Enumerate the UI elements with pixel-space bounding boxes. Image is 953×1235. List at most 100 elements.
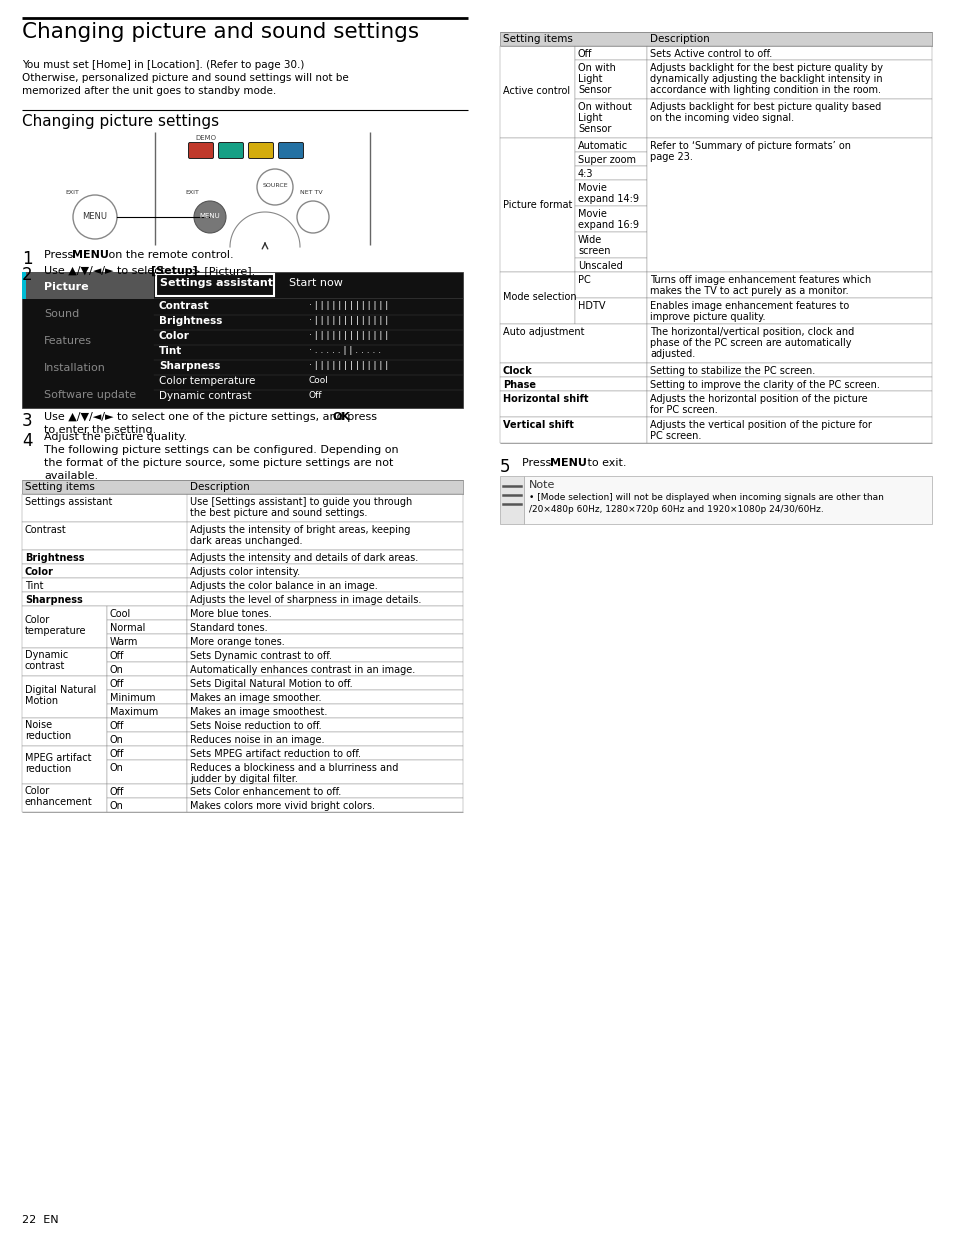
- Text: MPEG artifact: MPEG artifact: [25, 753, 91, 763]
- Text: 22  EN: 22 EN: [22, 1215, 58, 1225]
- Text: DEMO: DEMO: [194, 135, 215, 141]
- Text: Otherwise, personalized picture and sound settings will not be: Otherwise, personalized picture and soun…: [22, 73, 349, 83]
- Text: the format of the picture source, some picture settings are not: the format of the picture source, some p…: [44, 458, 393, 468]
- Bar: [499, 377, 646, 391]
- Bar: [107, 760, 187, 784]
- Text: Off: Off: [110, 721, 124, 731]
- Bar: [187, 676, 462, 690]
- Text: accordance with lighting condition in the room.: accordance with lighting condition in th…: [649, 85, 880, 95]
- Text: for PC screen.: for PC screen.: [649, 405, 717, 415]
- Text: Off: Off: [110, 748, 124, 760]
- Bar: [575, 165, 646, 180]
- Bar: [107, 732, 187, 746]
- Bar: [107, 662, 187, 676]
- Bar: [107, 620, 187, 634]
- Text: Use [Settings assistant] to guide you through: Use [Settings assistant] to guide you th…: [190, 496, 412, 508]
- Text: Tint: Tint: [25, 580, 44, 592]
- Bar: [646, 324, 931, 363]
- Text: reduction: reduction: [25, 764, 71, 774]
- Text: Sensor: Sensor: [578, 124, 611, 135]
- Text: 4: 4: [22, 432, 32, 450]
- Text: enhancement: enhancement: [25, 797, 92, 806]
- Text: Vertical shift: Vertical shift: [502, 420, 574, 430]
- Text: Settings assistant: Settings assistant: [160, 278, 273, 288]
- Text: improve picture quality.: improve picture quality.: [649, 312, 764, 322]
- Bar: [187, 732, 462, 746]
- Text: Picture: Picture: [44, 282, 89, 291]
- Bar: [107, 718, 187, 732]
- Text: Cool: Cool: [309, 375, 329, 385]
- Text: 5: 5: [499, 458, 510, 475]
- Text: Tint: Tint: [159, 346, 182, 356]
- Text: Adjusts backlight for best picture quality based: Adjusts backlight for best picture quali…: [649, 103, 881, 112]
- Bar: [22, 550, 462, 564]
- Text: Installation: Installation: [44, 363, 106, 373]
- Text: Description: Description: [649, 35, 709, 44]
- Text: /20×480p 60Hz, 1280×720p 60Hz and 1920×1080p 24/30/60Hz.: /20×480p 60Hz, 1280×720p 60Hz and 1920×1…: [529, 505, 822, 514]
- Text: The horizontal/vertical position, clock and: The horizontal/vertical position, clock …: [649, 327, 853, 337]
- Bar: [107, 648, 187, 662]
- Text: Adjusts the vertical position of the picture for: Adjusts the vertical position of the pic…: [649, 420, 871, 430]
- Bar: [22, 494, 462, 522]
- Text: [Setup]: [Setup]: [151, 266, 197, 277]
- Text: > [Picture].: > [Picture].: [188, 266, 255, 275]
- Text: Contrast: Contrast: [159, 301, 210, 311]
- Text: Color: Color: [25, 567, 53, 577]
- Bar: [22, 480, 462, 494]
- Text: Features: Features: [44, 336, 91, 346]
- Text: on the incoming video signal.: on the incoming video signal.: [649, 112, 793, 124]
- Bar: [107, 634, 187, 648]
- Bar: [22, 272, 462, 408]
- Bar: [107, 746, 187, 760]
- Bar: [187, 620, 462, 634]
- Bar: [575, 138, 646, 152]
- Bar: [187, 798, 462, 811]
- Text: Brightness: Brightness: [25, 553, 85, 563]
- Bar: [646, 138, 931, 272]
- Text: Off: Off: [578, 49, 592, 59]
- Bar: [187, 704, 462, 718]
- Bar: [107, 606, 187, 620]
- Text: Setting items: Setting items: [25, 482, 94, 492]
- Text: Movie: Movie: [578, 209, 606, 219]
- Text: EXIT: EXIT: [65, 190, 79, 195]
- Bar: [646, 298, 931, 324]
- Bar: [499, 272, 575, 324]
- Text: 3: 3: [22, 412, 32, 430]
- Text: Software update: Software update: [44, 390, 136, 400]
- Bar: [187, 648, 462, 662]
- Bar: [22, 746, 107, 784]
- Bar: [499, 391, 646, 417]
- Circle shape: [73, 195, 117, 240]
- Text: MENU: MENU: [82, 212, 108, 221]
- Text: Dynamic contrast: Dynamic contrast: [159, 391, 252, 401]
- Text: Refer to ‘Summary of picture formats’ on: Refer to ‘Summary of picture formats’ on: [649, 141, 850, 151]
- Text: Minimum: Minimum: [110, 693, 155, 703]
- Text: On without: On without: [578, 103, 631, 112]
- Text: Wide: Wide: [578, 235, 601, 245]
- Bar: [575, 152, 646, 165]
- Text: Motion: Motion: [25, 697, 58, 706]
- Bar: [499, 363, 646, 377]
- Text: OK: OK: [333, 412, 351, 422]
- Text: Changing picture and sound settings: Changing picture and sound settings: [22, 22, 418, 42]
- Circle shape: [193, 201, 226, 233]
- Bar: [575, 258, 646, 272]
- Bar: [499, 475, 523, 524]
- Bar: [499, 46, 575, 138]
- Text: memorized after the unit goes to standby mode.: memorized after the unit goes to standby…: [22, 86, 276, 96]
- Text: 2: 2: [22, 266, 32, 284]
- Text: Maximum: Maximum: [110, 706, 158, 718]
- Bar: [499, 324, 646, 363]
- Bar: [22, 272, 26, 299]
- Text: MENU: MENU: [550, 458, 586, 468]
- Text: Press: Press: [44, 249, 76, 261]
- Text: reduction: reduction: [25, 731, 71, 741]
- Bar: [22, 606, 107, 648]
- Text: Color: Color: [159, 331, 190, 341]
- Text: Settings assistant: Settings assistant: [25, 496, 112, 508]
- Text: the best picture and sound settings.: the best picture and sound settings.: [190, 508, 367, 517]
- Text: Horizontal shift: Horizontal shift: [502, 394, 588, 404]
- Text: Adjusts the level of sharpness in image details.: Adjusts the level of sharpness in image …: [190, 595, 421, 605]
- Bar: [22, 676, 107, 718]
